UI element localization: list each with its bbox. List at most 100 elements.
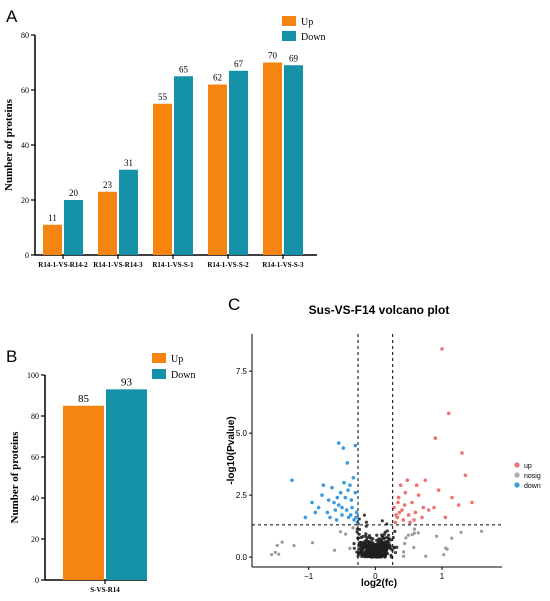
point-nosig — [357, 517, 361, 521]
point-down — [342, 480, 346, 485]
bar-down — [229, 70, 248, 255]
point-down — [326, 498, 331, 502]
panel-label-a: A — [6, 7, 18, 26]
point-down — [348, 513, 353, 517]
data-label: 55 — [158, 92, 168, 102]
point-down — [346, 515, 351, 520]
point-nosig — [372, 551, 377, 555]
point-nosig — [338, 530, 343, 534]
point-nosig — [384, 550, 388, 554]
point-nosig — [363, 553, 367, 558]
point-nosig — [444, 546, 448, 550]
point-up — [421, 505, 426, 510]
point-down — [345, 461, 350, 465]
point-up — [402, 503, 407, 507]
y-axis-label: Number of proteins — [9, 431, 21, 524]
bar-up — [153, 103, 172, 255]
point-nosig — [378, 555, 383, 559]
data-label: 62 — [213, 73, 222, 83]
y-tick-label: 80 — [31, 412, 39, 421]
point-down — [340, 513, 344, 517]
legend-marker-nosig — [514, 472, 520, 478]
y-tick-label: 100 — [27, 371, 39, 380]
point-up — [396, 500, 400, 505]
y-tick-label: 40 — [21, 141, 29, 150]
point-down — [338, 490, 343, 495]
point-nosig — [459, 530, 463, 534]
point-nosig — [364, 551, 368, 555]
point-down — [336, 503, 341, 507]
point-nosig — [352, 546, 356, 550]
y-tick-label: 0.0 — [236, 553, 248, 562]
y-axis-label: -log10(Pvalue) — [226, 416, 237, 484]
point-nosig — [270, 552, 274, 557]
point-nosig — [442, 553, 446, 557]
point-up — [440, 347, 444, 351]
x-tick-label: −1 — [304, 572, 314, 581]
point-up — [398, 483, 403, 488]
point-down — [349, 498, 354, 502]
point-nosig — [416, 531, 420, 535]
y-tick-label: 20 — [31, 535, 39, 544]
legend-label-down: down — [524, 483, 541, 490]
point-nosig — [380, 548, 384, 552]
point-down — [354, 510, 359, 515]
y-tick-label: 60 — [31, 453, 39, 462]
chart-b: 0 20 40 60 80 100 Number of proteins 85 93 S-VS-R… — [9, 353, 195, 594]
point-down — [343, 495, 348, 500]
point-up — [403, 490, 408, 495]
bar-down — [106, 389, 147, 580]
point-down — [290, 478, 294, 483]
point-up — [450, 495, 454, 500]
legend-marker-down — [514, 482, 520, 488]
point-up — [446, 411, 451, 416]
bar-down — [174, 76, 193, 255]
point-up — [433, 436, 438, 440]
legend-label-down: Down — [301, 32, 325, 43]
point-nosig — [412, 531, 417, 535]
legend-swatch-down — [152, 369, 166, 379]
x-tick-label: R14-1-VS-S-1 — [152, 261, 194, 269]
x-tick-label: 1 — [440, 572, 445, 581]
point-nosig — [412, 545, 416, 550]
point-up — [394, 513, 398, 517]
data-label: 67 — [234, 59, 244, 69]
point-nosig — [385, 547, 389, 551]
point-up — [396, 495, 401, 500]
point-nosig — [391, 535, 395, 540]
point-up — [401, 518, 406, 522]
point-nosig — [310, 541, 315, 545]
point-up — [423, 478, 428, 483]
point-down — [330, 485, 334, 490]
point-nosig — [277, 552, 281, 556]
point-nosig — [382, 536, 387, 540]
legend-label-up: Up — [171, 354, 183, 365]
point-down — [316, 505, 321, 510]
point-nosig — [369, 554, 373, 559]
point-nosig — [393, 550, 398, 555]
point-nosig — [380, 551, 384, 555]
point-down — [313, 510, 318, 515]
panel-label-b: B — [6, 347, 17, 366]
point-nosig — [351, 526, 355, 530]
y-tick-label: 5.0 — [236, 429, 248, 438]
point-nosig — [359, 549, 363, 554]
point-down — [353, 443, 358, 448]
point-up — [397, 510, 402, 515]
point-up — [426, 508, 431, 512]
data-label: 69 — [289, 53, 299, 63]
y-tick-label: 80 — [21, 31, 29, 40]
point-nosig — [383, 543, 388, 547]
point-nosig — [333, 548, 337, 552]
point-down — [355, 520, 360, 525]
point-down — [348, 483, 352, 488]
point-down — [341, 446, 346, 450]
point-nosig — [410, 533, 414, 537]
bar-down — [64, 200, 83, 255]
point-up — [443, 515, 448, 520]
point-nosig — [374, 554, 378, 558]
point-down — [336, 441, 341, 445]
y-tick-label: 0 — [25, 251, 29, 260]
point-nosig — [343, 532, 348, 536]
